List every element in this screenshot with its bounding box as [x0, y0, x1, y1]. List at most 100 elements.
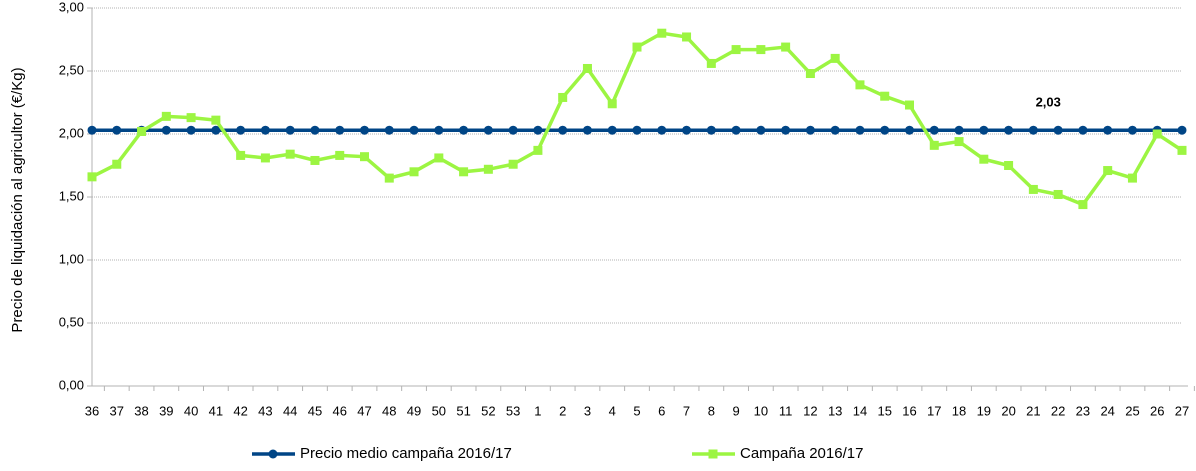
x-tick-label: 27 [1175, 403, 1189, 418]
x-tick-label: 44 [283, 403, 297, 418]
marker [929, 140, 939, 150]
marker [905, 125, 914, 135]
x-tick-label: 42 [233, 403, 247, 418]
marker [459, 167, 469, 177]
x-tick-label: 49 [407, 403, 421, 418]
marker [1177, 145, 1187, 155]
marker [508, 125, 518, 135]
marker [558, 92, 568, 102]
y-tick-label: 3,00 [59, 0, 84, 14]
marker [508, 159, 518, 169]
marker [632, 42, 642, 52]
marker [186, 113, 196, 123]
y-tick-label: 0,00 [59, 377, 84, 392]
x-tick-label: 19 [977, 403, 991, 418]
marker [781, 125, 791, 135]
marker [1177, 125, 1187, 135]
x-tick-label: 41 [209, 403, 223, 418]
marker [582, 125, 592, 135]
series-line [91, 31, 1183, 207]
marker [335, 150, 345, 160]
marker [954, 125, 964, 135]
x-tick-label: 45 [308, 403, 322, 418]
marker [1103, 125, 1113, 135]
x-tick-label: 53 [506, 403, 520, 418]
marker [657, 125, 667, 135]
marker [731, 45, 741, 55]
marker [384, 173, 394, 183]
marker [285, 125, 295, 135]
marker [112, 159, 122, 169]
y-tick-label: 2,50 [59, 62, 84, 77]
marker [756, 45, 766, 55]
x-tick-label: 13 [828, 403, 842, 418]
marker [533, 145, 543, 155]
y-tick-label: 1,00 [59, 251, 84, 266]
marker [781, 42, 791, 52]
marker [161, 125, 171, 135]
marker [708, 449, 718, 459]
x-tick-label: 15 [877, 403, 891, 418]
x-tick-label: 36 [85, 403, 99, 418]
legend-label: Precio medio campaña 2016/17 [300, 445, 512, 462]
marker [905, 100, 914, 110]
x-tick-label: 14 [853, 403, 867, 418]
marker [805, 125, 815, 135]
marker [607, 125, 617, 135]
x-tick-label: 50 [432, 403, 446, 418]
y-axis-label: Precio de liquidación al agricultor (€/K… [9, 67, 26, 332]
marker [260, 153, 270, 163]
marker [632, 125, 642, 135]
marker [360, 125, 369, 135]
x-tick-label: 12 [803, 403, 817, 418]
marker [1004, 125, 1014, 135]
x-tick-label: 20 [1001, 403, 1015, 418]
marker [1078, 125, 1088, 135]
marker [830, 125, 840, 135]
annotation: 2,03 [1036, 94, 1061, 109]
marker [979, 125, 989, 135]
x-tick-label: 10 [754, 403, 768, 418]
marker [409, 167, 419, 177]
marker [434, 125, 444, 135]
marker [236, 125, 246, 135]
x-tick-label: 4 [609, 403, 616, 418]
y-tick-label: 0,50 [59, 314, 84, 329]
x-tick-label: 21 [1026, 403, 1040, 418]
marker [706, 58, 716, 68]
marker [1053, 189, 1063, 199]
marker [533, 125, 543, 135]
marker [830, 53, 840, 63]
marker [310, 155, 320, 165]
x-tick-label: 16 [902, 403, 916, 418]
x-tick-label: 48 [382, 403, 396, 418]
marker [1078, 200, 1088, 210]
marker [1028, 125, 1038, 135]
marker [855, 80, 865, 90]
x-tick-label: 6 [658, 403, 665, 418]
marker [1004, 161, 1014, 170]
marker [483, 164, 493, 174]
x-tick-label: 37 [110, 403, 124, 418]
marker [706, 125, 716, 135]
marker [607, 99, 617, 109]
marker [979, 154, 989, 164]
x-tick-label: 23 [1076, 403, 1090, 418]
legend-label: Campaña 2016/17 [740, 445, 863, 462]
marker [880, 91, 890, 101]
marker [880, 125, 890, 135]
marker [805, 69, 815, 79]
marker [310, 125, 320, 135]
marker [360, 152, 369, 162]
marker [260, 125, 270, 135]
marker [657, 28, 667, 38]
x-tick-label: 46 [332, 403, 346, 418]
marker [582, 63, 592, 73]
marker [929, 125, 939, 135]
marker [459, 125, 469, 135]
x-tick-label: 11 [779, 403, 793, 418]
marker [1152, 129, 1162, 139]
marker [682, 125, 692, 135]
x-tick-label: 26 [1150, 403, 1164, 418]
